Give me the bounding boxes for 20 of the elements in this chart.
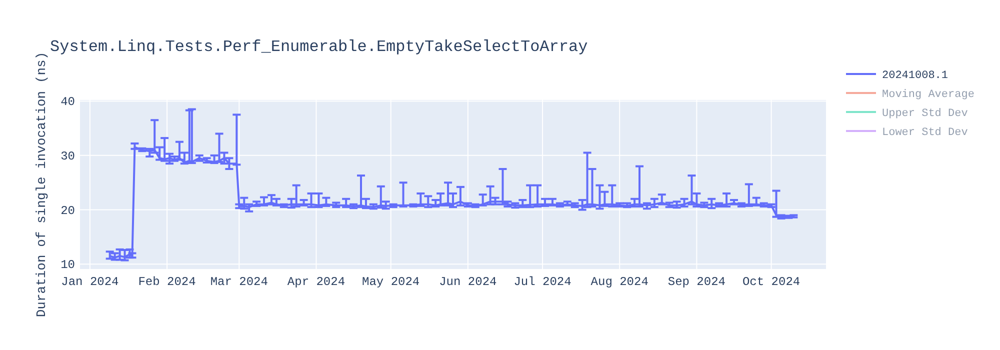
chart-title: System.Linq.Tests.Perf_Enumerable.EmptyTakeSelectToArray — [50, 38, 588, 56]
y-tick-label: 20 — [60, 204, 75, 218]
legend-label: Lower Std Dev — [882, 127, 968, 139]
y-tick-label: 10 — [60, 258, 75, 272]
y-tick-label: 30 — [60, 149, 75, 164]
x-tick-label: Jun 2024 — [439, 275, 497, 289]
x-tick-label: Aug 2024 — [590, 275, 648, 289]
y-axis-title: Duration of single invocation (ns) — [34, 52, 49, 318]
x-tick-label: Feb 2024 — [138, 275, 196, 289]
x-tick-label: Mar 2024 — [210, 275, 268, 289]
x-tick-label: Oct 2024 — [742, 275, 800, 289]
legend-label: 20241008.1 — [882, 70, 948, 82]
legend-label: Moving Average — [882, 89, 974, 101]
y-tick-label: 40 — [60, 95, 75, 110]
x-tick-label: Jul 2024 — [514, 275, 572, 289]
x-tick-label: Jan 2024 — [61, 275, 119, 289]
legend-label: Upper Std Dev — [882, 108, 968, 120]
x-tick-label: Sep 2024 — [668, 275, 726, 289]
x-tick-label: May 2024 — [362, 275, 420, 289]
x-tick-label: Apr 2024 — [287, 275, 346, 289]
